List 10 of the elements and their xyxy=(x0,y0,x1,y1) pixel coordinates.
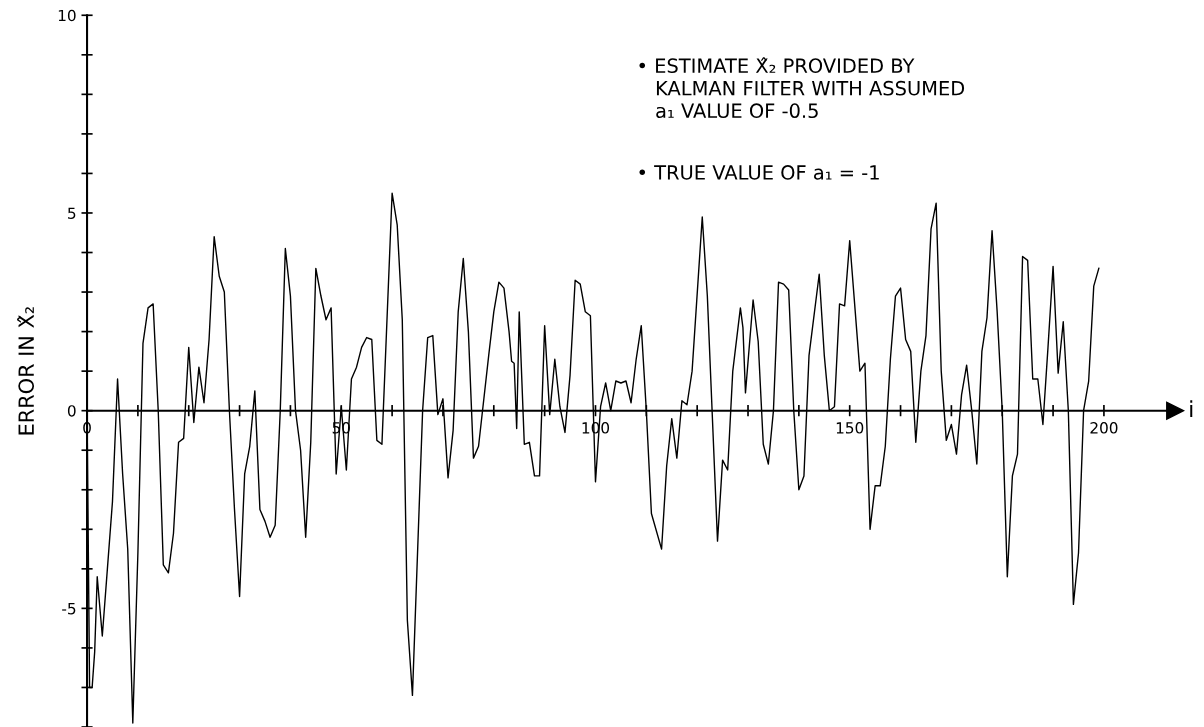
annotation: • ESTIMATE X̂₂ PROVIDED BY KALMAN FILTER WITH ASSUMED a₁ VALUE OF -0.5 xyxy=(639,57,965,119)
y-tick-label: 5 xyxy=(68,207,76,219)
y-tick-label: -5 xyxy=(62,603,76,615)
y-tick-label: 0 xyxy=(67,405,76,417)
annotation: • TRUE VALUE OF a₁ = -1 xyxy=(639,165,879,180)
y-tick-label: 10 xyxy=(58,9,76,22)
x-tick-label: 150 xyxy=(836,422,864,434)
x-tick-label: 200 xyxy=(1090,422,1118,434)
x-axis-title: i xyxy=(1190,400,1193,418)
y-axis-title: ERROR IN X̂₂ xyxy=(17,307,35,435)
